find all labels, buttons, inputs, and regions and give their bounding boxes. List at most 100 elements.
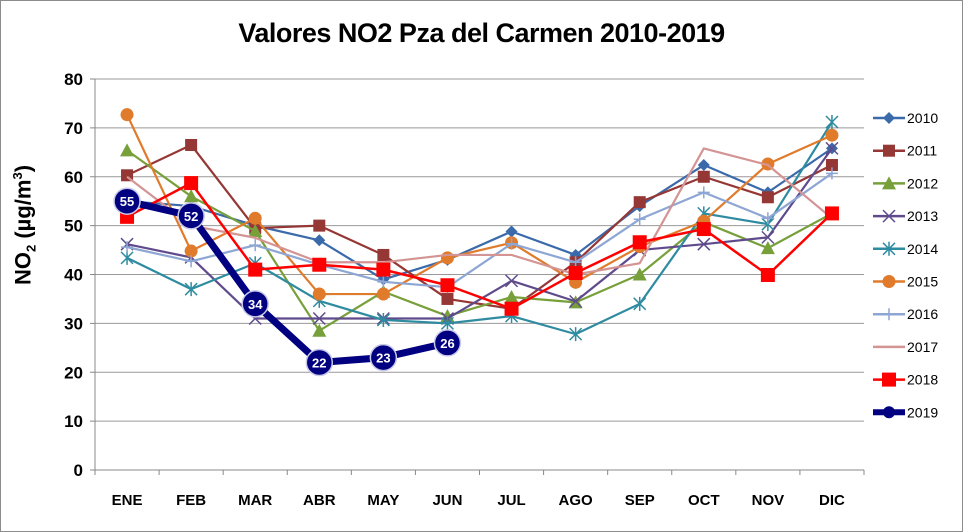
data-point-2013 — [312, 311, 326, 326]
data-point-2013 — [825, 141, 839, 155]
data-point-2012 — [312, 323, 327, 337]
x-tick-label: OCT — [688, 492, 720, 509]
data-point-2019 — [305, 348, 334, 377]
legend-label-2012: 2012 — [907, 175, 938, 191]
x-tick-label: ABR — [303, 492, 336, 509]
data-point-2016 — [633, 213, 646, 226]
data-point-2012 — [120, 143, 135, 157]
data-point-2011 — [185, 138, 198, 151]
data-point-2011 — [377, 248, 390, 261]
series-line-2014 — [126, 121, 833, 336]
data-point-2011 — [121, 169, 134, 182]
data-point-2013 — [569, 294, 583, 308]
data-point-2012 — [184, 189, 199, 203]
chart-title: Valores NO2 Pza del Carmen 2010-2019 — [238, 18, 725, 48]
legend-label-2018: 2018 — [907, 372, 938, 388]
legend-label-2016: 2016 — [907, 306, 938, 322]
legend-marker-2015 — [882, 275, 896, 288]
data-label-2019: 22 — [312, 355, 326, 370]
data-point-2016 — [185, 255, 198, 268]
data-point-2011 — [633, 196, 646, 209]
data-point-2018 — [696, 222, 711, 237]
data-point-2018 — [312, 257, 327, 272]
data-point-2016 — [825, 167, 838, 180]
y-tick-label: 0 — [74, 461, 83, 480]
data-point-2014 — [440, 316, 454, 331]
data-point-2015 — [312, 287, 326, 301]
data-point-2019 — [369, 343, 398, 372]
data-point-2014 — [184, 282, 198, 297]
y-tick-label: 60 — [64, 168, 83, 187]
y-tick-label: 10 — [64, 412, 83, 431]
y-tick-label: 30 — [64, 314, 83, 333]
series-line-2015 — [126, 114, 833, 296]
data-point-2018 — [568, 266, 583, 281]
data-point-2015 — [120, 108, 134, 122]
data-point-2016 — [121, 241, 134, 254]
data-point-2014 — [825, 115, 839, 130]
data-label-2019: 26 — [440, 336, 454, 351]
legend-marker-2014 — [882, 241, 896, 256]
legend-marker-2010 — [883, 112, 895, 124]
data-point-2011 — [313, 219, 326, 232]
x-tick-label: SEP — [625, 492, 655, 509]
legend-label-2013: 2013 — [907, 208, 938, 224]
data-point-2010 — [697, 159, 710, 172]
legend-label-2011: 2011 — [907, 143, 937, 159]
data-point-2019 — [433, 329, 462, 357]
data-point-2018 — [376, 262, 391, 277]
series-line-2010 — [126, 147, 833, 281]
legend-marker-2019 — [883, 406, 895, 419]
data-point-2016 — [505, 237, 518, 250]
data-label-2019: 55 — [120, 194, 134, 209]
series-line-2011 — [126, 143, 833, 310]
y-tick-label: 50 — [64, 217, 83, 236]
legend-marker-2018 — [882, 372, 896, 387]
data-label-2019: 52 — [184, 209, 198, 224]
x-tick-label: JUN — [432, 492, 462, 509]
x-tick-label: AGO — [559, 492, 594, 509]
series-line-2018 — [126, 181, 833, 310]
data-point-2012 — [248, 224, 263, 238]
data-point-2010 — [505, 225, 518, 238]
legend-label-2019: 2019 — [907, 404, 938, 420]
data-point-2011 — [761, 191, 774, 204]
x-tick-label: NOV — [752, 492, 785, 509]
data-point-2018 — [440, 278, 455, 293]
data-point-2019 — [241, 290, 269, 318]
data-point-2014 — [633, 296, 647, 311]
data-point-2018 — [760, 267, 775, 282]
x-tick-label: ENE — [112, 492, 143, 509]
data-point-2016 — [249, 239, 262, 252]
data-point-2016 — [697, 186, 710, 199]
data-point-2010 — [569, 248, 582, 261]
legend-label-2015: 2015 — [907, 274, 938, 290]
data-label-2019: 23 — [376, 351, 390, 366]
data-point-2018 — [248, 262, 263, 277]
data-point-2012 — [632, 267, 647, 281]
series-line-2017 — [126, 147, 833, 276]
data-point-2011 — [825, 159, 838, 172]
legend-marker-2011 — [883, 144, 895, 157]
y-tick-label: 70 — [64, 119, 83, 138]
data-point-2016 — [761, 212, 774, 225]
x-tick-label: FEB — [176, 492, 206, 509]
x-tick-label: JUL — [497, 492, 525, 509]
data-point-2012 — [504, 289, 519, 303]
legend-marker-2013 — [882, 209, 896, 223]
data-point-2013 — [505, 274, 519, 288]
data-point-2015 — [825, 128, 839, 142]
data-point-2014 — [120, 250, 134, 265]
data-point-2014 — [569, 327, 583, 342]
data-point-2018 — [184, 176, 199, 191]
data-point-2019 — [113, 187, 141, 215]
data-point-2018 — [504, 301, 519, 316]
x-tick-label: MAR — [238, 492, 272, 509]
data-point-2015 — [184, 244, 198, 258]
legend-label-2010: 2010 — [907, 110, 938, 126]
data-point-2010 — [313, 234, 326, 247]
data-point-2018 — [824, 206, 839, 221]
data-point-2012 — [760, 241, 775, 255]
